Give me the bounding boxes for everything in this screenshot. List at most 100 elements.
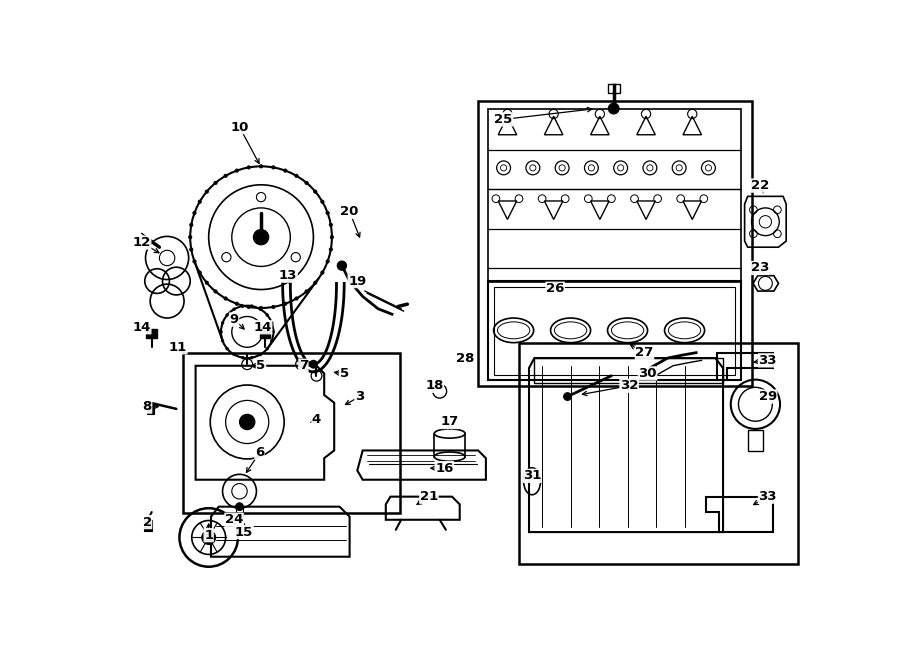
Bar <box>608 84 620 93</box>
Circle shape <box>330 235 334 239</box>
Text: 11: 11 <box>169 341 187 354</box>
Circle shape <box>266 347 268 350</box>
Circle shape <box>295 297 298 300</box>
Text: 16: 16 <box>435 461 454 475</box>
Text: 12: 12 <box>132 236 151 249</box>
Text: 31: 31 <box>523 469 541 483</box>
Circle shape <box>190 223 193 227</box>
Circle shape <box>214 181 217 184</box>
Circle shape <box>220 330 222 333</box>
Circle shape <box>214 290 217 293</box>
Circle shape <box>259 353 262 356</box>
Circle shape <box>226 314 229 317</box>
Circle shape <box>259 165 263 168</box>
Circle shape <box>233 353 236 356</box>
Circle shape <box>305 181 309 184</box>
Text: 13: 13 <box>279 269 297 282</box>
Bar <box>478 101 752 386</box>
Circle shape <box>202 531 216 545</box>
Circle shape <box>193 212 196 215</box>
Circle shape <box>259 308 262 311</box>
Text: 22: 22 <box>751 179 770 192</box>
Circle shape <box>608 103 619 114</box>
Text: 18: 18 <box>425 379 444 392</box>
Circle shape <box>259 306 263 310</box>
Bar <box>144 520 152 531</box>
Bar <box>488 281 741 379</box>
Circle shape <box>236 503 243 510</box>
Circle shape <box>310 360 318 368</box>
Circle shape <box>320 200 324 204</box>
Circle shape <box>198 200 202 204</box>
Text: 21: 21 <box>419 490 438 503</box>
Circle shape <box>305 290 309 293</box>
Bar <box>493 288 735 375</box>
Text: 3: 3 <box>355 390 365 403</box>
Circle shape <box>198 271 202 274</box>
Circle shape <box>266 314 268 317</box>
Text: 4: 4 <box>312 413 321 426</box>
Circle shape <box>338 261 346 270</box>
Text: 28: 28 <box>456 352 474 365</box>
Circle shape <box>193 260 196 263</box>
Text: 25: 25 <box>494 113 513 126</box>
Text: 19: 19 <box>348 274 366 288</box>
Text: 29: 29 <box>759 390 777 403</box>
Text: 33: 33 <box>759 490 777 503</box>
Bar <box>237 507 243 516</box>
Circle shape <box>270 321 274 325</box>
Text: 30: 30 <box>638 367 657 380</box>
Circle shape <box>329 223 332 227</box>
Bar <box>259 329 270 338</box>
Bar <box>535 358 723 383</box>
Circle shape <box>254 229 269 245</box>
Text: 17: 17 <box>441 416 459 428</box>
Circle shape <box>563 393 572 401</box>
Circle shape <box>320 271 324 274</box>
Text: 2: 2 <box>142 516 152 529</box>
Bar <box>488 108 741 282</box>
Circle shape <box>233 308 236 311</box>
Circle shape <box>226 347 229 350</box>
Circle shape <box>284 169 287 173</box>
Circle shape <box>235 302 238 305</box>
Text: 8: 8 <box>142 400 152 413</box>
Circle shape <box>272 166 275 169</box>
Circle shape <box>248 166 250 169</box>
Text: 6: 6 <box>255 446 264 459</box>
Circle shape <box>205 281 209 284</box>
Circle shape <box>205 190 209 193</box>
Text: 24: 24 <box>225 513 243 526</box>
Circle shape <box>241 305 244 307</box>
Circle shape <box>239 414 255 430</box>
Text: 9: 9 <box>230 313 238 326</box>
Text: 26: 26 <box>546 282 564 295</box>
Text: 1: 1 <box>204 529 213 541</box>
Circle shape <box>235 169 238 173</box>
Circle shape <box>270 340 274 342</box>
Circle shape <box>188 235 192 239</box>
Circle shape <box>326 260 329 263</box>
Text: 5: 5 <box>339 367 349 380</box>
Circle shape <box>250 305 253 307</box>
Circle shape <box>248 305 250 309</box>
Bar <box>147 403 154 414</box>
Circle shape <box>224 174 228 178</box>
Bar <box>519 342 797 564</box>
Circle shape <box>313 190 317 193</box>
Bar <box>147 329 158 338</box>
Text: 27: 27 <box>635 346 653 359</box>
Text: 32: 32 <box>620 379 638 392</box>
Text: 10: 10 <box>230 120 248 134</box>
Text: 5: 5 <box>256 360 266 372</box>
Text: 7: 7 <box>299 360 308 372</box>
Circle shape <box>224 297 228 300</box>
Circle shape <box>221 321 224 325</box>
Circle shape <box>313 281 317 284</box>
Text: 14: 14 <box>132 321 151 334</box>
Bar <box>748 430 763 451</box>
Circle shape <box>329 248 332 251</box>
Circle shape <box>190 248 193 251</box>
Circle shape <box>295 174 298 178</box>
Circle shape <box>272 330 274 333</box>
